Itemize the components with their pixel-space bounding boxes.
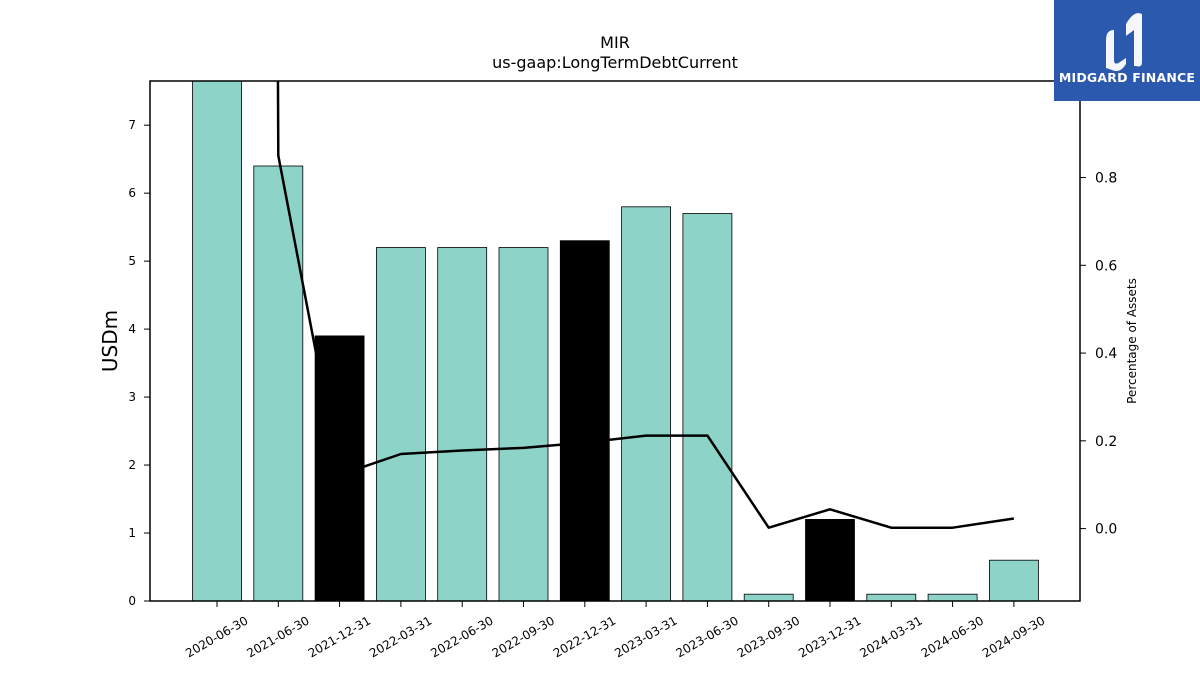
bar-2023-06-30 — [682, 213, 733, 601]
bar-2022-12-31 — [559, 240, 610, 601]
x-tick-label: 2022-12-31 — [551, 613, 618, 660]
bar-2023-03-31 — [621, 206, 671, 601]
y2-tick-label: 0.8 — [1095, 171, 1117, 187]
bar-2021-12-31 — [314, 335, 365, 601]
x-tick-label: 2023-03-31 — [612, 613, 679, 660]
y2-axis-label: Percentage of Assets — [1125, 278, 1139, 404]
x-tick-label: 2021-12-31 — [306, 613, 373, 660]
chart-title: MIR — [600, 33, 630, 52]
percent-of-assets-line — [276, 81, 1015, 529]
x-tick-label: 2022-09-30 — [490, 613, 557, 660]
bar-2022-03-31 — [375, 247, 426, 601]
x-tick-label: 2023-12-31 — [796, 613, 863, 660]
y-tick-label: 7 — [128, 118, 136, 132]
y2-tick-label: 0.0 — [1095, 522, 1117, 538]
y2-tick-label: 0.6 — [1095, 258, 1117, 274]
bar-2020-06-30 — [192, 81, 242, 601]
x-tick-label: 2020-06-30 — [183, 613, 250, 660]
y-tick-label: 4 — [128, 322, 136, 336]
bar-2022-06-30 — [437, 247, 488, 601]
y-tick-label: 6 — [128, 186, 136, 200]
bar-2024-06-30 — [927, 593, 978, 601]
x-tick-label: 2023-09-30 — [735, 613, 802, 660]
chart-subtitle: us-gaap:LongTermDebtCurrent — [492, 53, 738, 72]
y-tick-label: 5 — [128, 254, 136, 268]
logo-text: MIDGARD FINANCE — [1058, 70, 1196, 85]
y-tick-label: 1 — [128, 526, 136, 540]
bar-2023-09-30 — [743, 593, 794, 601]
plot-frame — [149, 80, 1081, 602]
bar-2023-12-31 — [805, 519, 855, 601]
bar-2022-09-30 — [498, 247, 549, 601]
y-tick-label: 3 — [128, 390, 136, 404]
bar-2024-09-30 — [989, 559, 1039, 601]
x-tick-label: 2024-03-31 — [857, 613, 924, 660]
x-tick-label: 2024-09-30 — [980, 613, 1047, 660]
y2-tick-label: 0.2 — [1095, 434, 1117, 450]
logo-mark-icon — [1054, 0, 1200, 101]
y-tick-label: 0 — [128, 594, 136, 608]
x-tick-label: 2022-03-31 — [367, 613, 434, 660]
x-tick-label: 2024-06-30 — [919, 613, 986, 660]
y-tick-label: 2 — [128, 458, 136, 472]
bar-2024-03-31 — [866, 593, 917, 601]
y-axis-label: USDm — [98, 310, 122, 372]
x-tick-label: 2022-06-30 — [428, 613, 495, 660]
x-tick-label: 2023-06-30 — [673, 613, 740, 660]
x-tick-label: 2021-06-30 — [244, 613, 311, 660]
bar-2021-06-30 — [253, 165, 304, 601]
y2-tick-label: 0.4 — [1095, 346, 1117, 362]
midgard-finance-logo: MIDGARD FINANCE — [1054, 0, 1200, 101]
